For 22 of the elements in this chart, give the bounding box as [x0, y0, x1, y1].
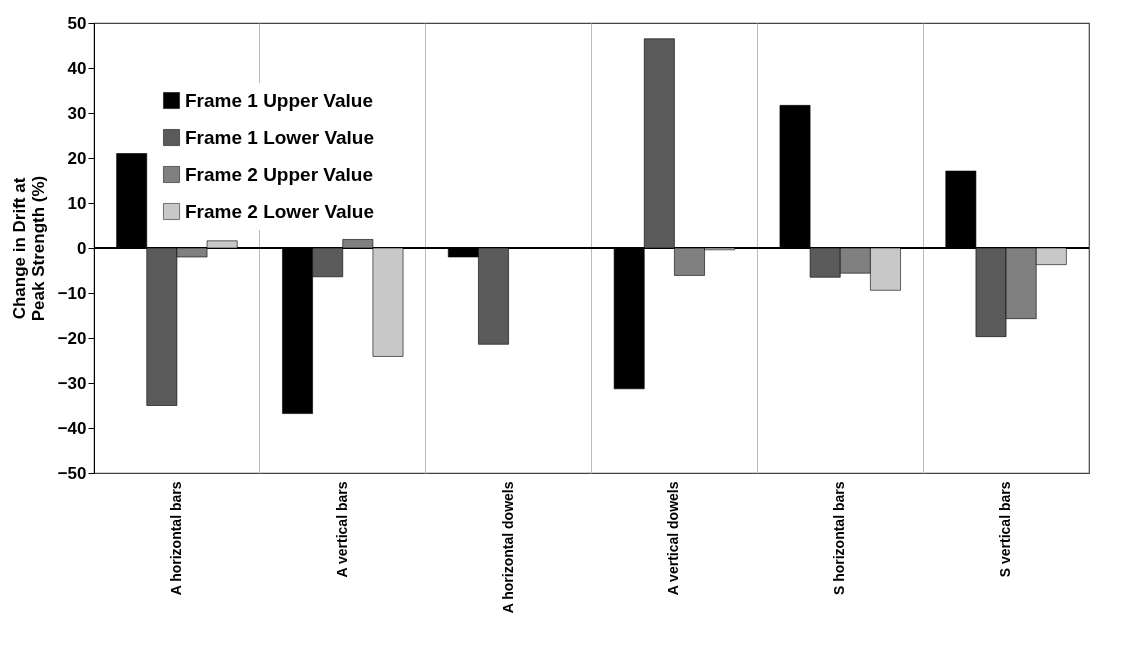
- x-tick-label: A vertical bars: [333, 481, 350, 578]
- y-tick-label: 40: [67, 58, 87, 78]
- x-tick-label: A vertical dowels: [665, 481, 682, 596]
- x-tick-label: S vertical bars: [997, 481, 1014, 578]
- x-tick-label: A horizontal bars: [167, 481, 184, 596]
- x-tick-label: A horizontal dowels: [499, 481, 516, 614]
- legend-label: Frame 2 Upper Value: [185, 163, 373, 185]
- y-tick-label: −30: [57, 373, 87, 393]
- y-tick-label: −10: [57, 283, 87, 303]
- y-axis-title: Change in Drift at Peak Strength (%): [9, 175, 48, 322]
- x-tick-label: S horizontal bars: [831, 481, 848, 596]
- y-tick-label: −50: [57, 463, 87, 483]
- legend-label: Frame 1 Lower Value: [185, 126, 375, 148]
- y-tick-label: 50: [67, 13, 87, 33]
- legend-label: Frame 1 Upper Value: [185, 89, 373, 111]
- y-tick-label: 30: [67, 103, 87, 123]
- y-tick-label: 10: [67, 193, 87, 213]
- legend-label: Frame 2 Lower Value: [185, 200, 375, 222]
- y-tick-label: 0: [77, 238, 87, 258]
- y-tick-label: −40: [57, 418, 87, 438]
- y-tick-label: 20: [67, 148, 87, 168]
- y-tick-label: −20: [57, 328, 87, 348]
